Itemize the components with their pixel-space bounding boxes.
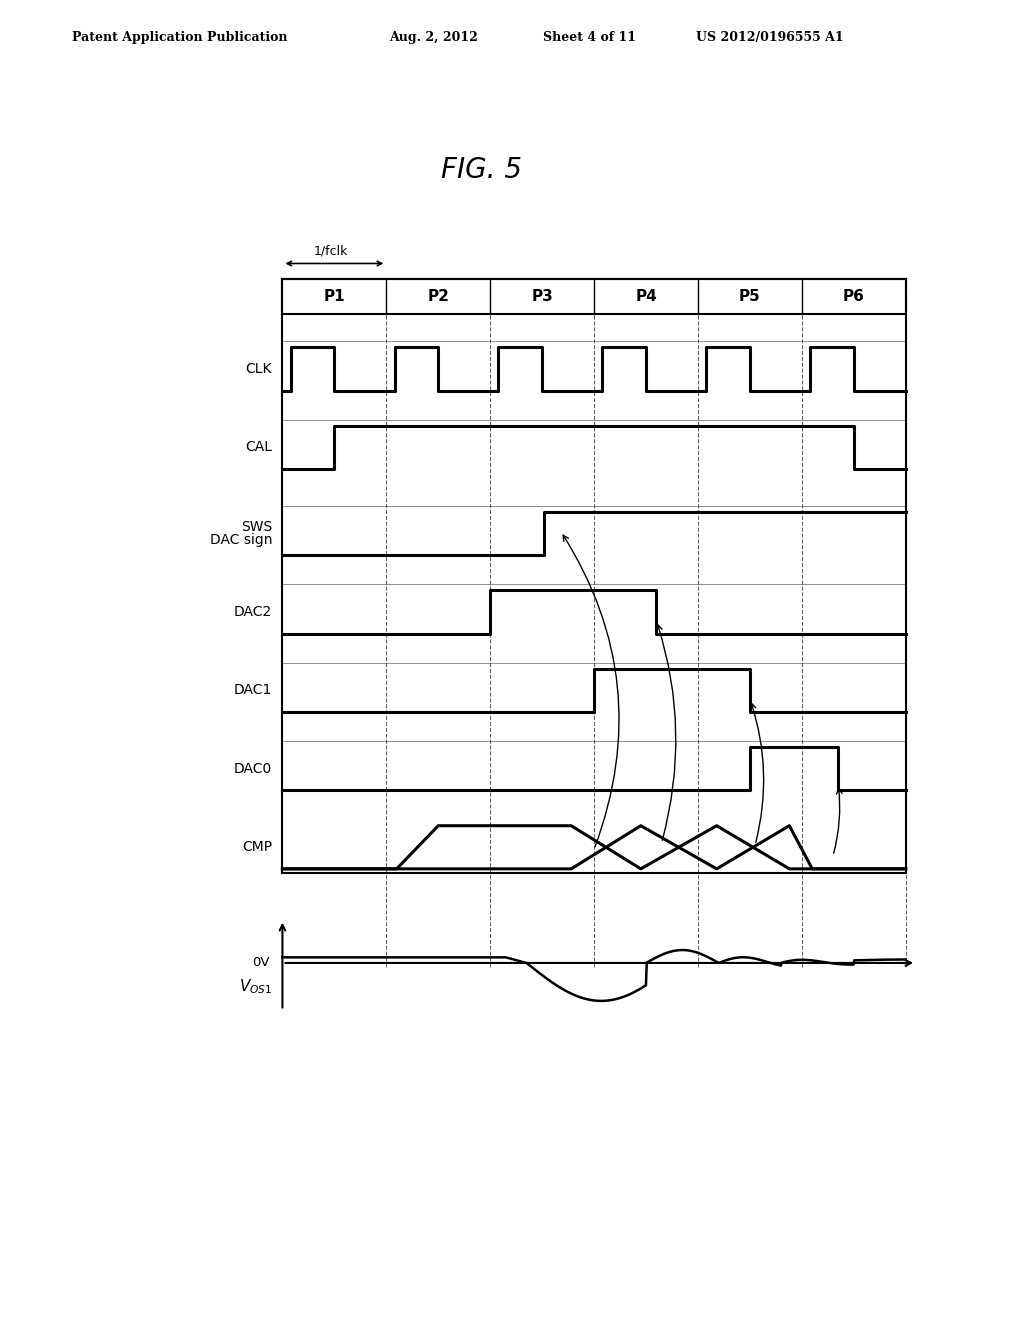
Text: DAC0: DAC0 <box>233 762 272 776</box>
Text: US 2012/0196555 A1: US 2012/0196555 A1 <box>696 30 844 44</box>
Text: FIG. 5: FIG. 5 <box>440 156 522 185</box>
Text: DAC2: DAC2 <box>233 605 272 619</box>
Text: SWS
DAC sign: SWS DAC sign <box>210 520 272 546</box>
Text: 1/fclk: 1/fclk <box>313 246 348 257</box>
Text: Patent Application Publication: Patent Application Publication <box>72 30 287 44</box>
Text: Sheet 4 of 11: Sheet 4 of 11 <box>543 30 636 44</box>
Text: CLK: CLK <box>246 362 272 376</box>
Text: DAC1: DAC1 <box>233 684 272 697</box>
Text: P6: P6 <box>843 289 864 304</box>
Text: Aug. 2, 2012: Aug. 2, 2012 <box>389 30 478 44</box>
Text: CAL: CAL <box>245 441 272 454</box>
Text: P5: P5 <box>739 289 761 304</box>
Text: P3: P3 <box>531 289 553 304</box>
Bar <box>283 279 905 314</box>
Text: 0V: 0V <box>253 957 270 969</box>
Text: $V_{OS1}$: $V_{OS1}$ <box>239 977 272 995</box>
Text: P4: P4 <box>635 289 656 304</box>
Text: P1: P1 <box>324 289 345 304</box>
Text: P2: P2 <box>427 289 450 304</box>
Text: CMP: CMP <box>242 841 272 854</box>
